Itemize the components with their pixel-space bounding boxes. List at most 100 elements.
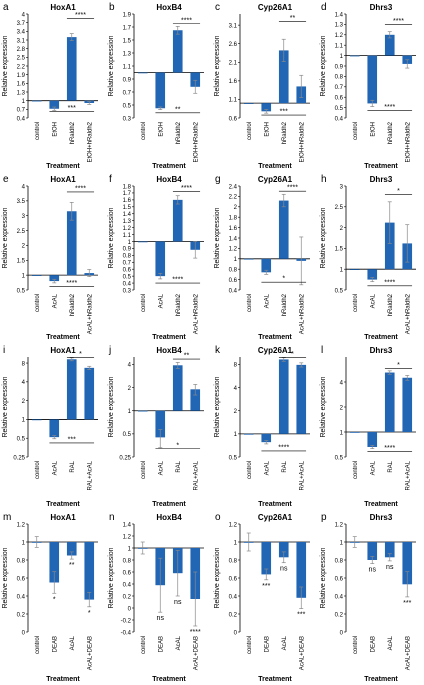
x-tick-label: AcAL <box>264 293 270 308</box>
y-axis-title: Relative expression <box>108 376 115 437</box>
x-axis-title: Treatment <box>46 163 80 170</box>
y-tick-label: 3.5 <box>17 199 26 205</box>
y-tick-label: 0.5 <box>123 103 132 109</box>
y-tick-label: 2.5 <box>335 205 344 211</box>
bar-EtOH <box>367 55 378 104</box>
x-axis-title: Treatment <box>364 501 398 508</box>
chart-title: HoxA1 <box>50 175 76 184</box>
x-tick-label: control <box>141 636 147 654</box>
y-tick-label: 4 <box>340 380 344 386</box>
y-tick-label: 0 <box>128 606 132 612</box>
x-tick-label: control <box>35 122 41 140</box>
chart-title: Cyp26A1 <box>258 513 293 522</box>
x-tick-label: AcAL <box>158 293 164 308</box>
panel-h: h Dhrs3 0.5 1 1.5 2 2.5 3 Relative expression con… <box>320 174 416 341</box>
y-tick-label: 0.25 <box>13 455 25 461</box>
y-tick-label: 1.6 <box>229 79 238 85</box>
bar-control <box>31 419 42 421</box>
x-tick-label: control <box>35 461 41 479</box>
x-tick-label: control <box>35 636 41 654</box>
significance-label: **** <box>278 444 289 451</box>
y-tick-label: 2 <box>234 205 238 211</box>
bar-EtOH <box>155 72 166 109</box>
y-tick-label: 4 <box>22 184 26 190</box>
x-tick-label: control <box>247 636 253 654</box>
chart-title: Dhrs3 <box>370 175 393 184</box>
x-tick-label: hRaldh2 <box>282 121 288 144</box>
y-tick-label: 0.7 <box>123 261 132 267</box>
bar-AcAL+DEAB <box>296 542 307 598</box>
bar-AcAL <box>367 269 378 280</box>
chart-title: Cyp26A1 <box>258 346 293 355</box>
y-tick-label: 0 <box>22 630 26 636</box>
y-tick-label: 1.9 <box>123 12 132 18</box>
significance-label: * <box>176 442 179 449</box>
y-tick-label: 1 <box>128 240 132 246</box>
x-axis-title: Treatment <box>258 334 292 341</box>
y-tick-label: 1.5 <box>17 259 26 265</box>
x-tick-label: control <box>353 294 359 312</box>
x-tick-label: control <box>353 461 359 479</box>
significance-label: **** <box>172 277 183 284</box>
chart-title: Dhrs3 <box>370 513 393 522</box>
x-tick-label: control <box>247 294 253 312</box>
panel-n: n HoxB4 -0.4 -0.2 0 0.2 0.4 0.6 0.8 1 1.2 1.4 Relati… <box>108 512 204 683</box>
x-tick-label: AcAL+hRaldh2 <box>193 293 199 334</box>
y-axis-title: Relative expression <box>320 547 327 608</box>
panel-letter: b <box>109 2 115 13</box>
y-tick-label: 1 <box>22 540 26 546</box>
y-tick-label: 1.6 <box>229 226 238 232</box>
y-axis-title: Relative expression <box>214 547 221 608</box>
panel-letter: p <box>321 512 327 523</box>
bar-control <box>31 275 42 276</box>
bar-hRaldh2 <box>66 211 77 276</box>
y-tick-label: 0.5 <box>229 455 238 461</box>
chart-title: Dhrs3 <box>370 346 393 355</box>
bar-control <box>137 410 148 412</box>
y-tick-label: 1.6 <box>17 82 26 88</box>
panel-letter: d <box>321 2 327 13</box>
y-tick-label: 1.2 <box>335 522 344 528</box>
y-tick-label: 3.1 <box>17 38 26 44</box>
significance-label: *** <box>297 612 305 619</box>
panel-letter: g <box>215 174 221 185</box>
x-tick-label: control <box>141 122 147 140</box>
bar-AcAL <box>261 258 272 273</box>
x-tick-label: AcAL <box>370 460 376 475</box>
y-tick-label: 0.5 <box>335 106 344 112</box>
x-tick-label: RAL <box>282 460 288 472</box>
y-tick-label: 1 <box>340 268 344 274</box>
significance-label: **** <box>75 185 86 192</box>
y-axis-title: Relative expression <box>214 35 221 96</box>
significance-label: * <box>79 351 82 358</box>
panel-letter: e <box>3 174 9 185</box>
y-tick-label: 1.1 <box>229 98 238 104</box>
bar-hRaldh2 <box>278 200 289 259</box>
significance-label: **** <box>190 629 201 636</box>
y-tick-label: 1 <box>340 540 344 546</box>
bar-AcAL <box>384 542 395 558</box>
y-tick-label: 1 <box>340 54 344 60</box>
y-tick-label: 2 <box>22 244 26 250</box>
y-tick-label: 0.9 <box>123 77 132 83</box>
significance-label: * <box>291 351 294 358</box>
y-tick-label: 0.8 <box>123 254 132 260</box>
y-tick-label: 1 <box>234 257 238 263</box>
significance-label: **** <box>66 280 77 287</box>
chart-title: HoxA1 <box>50 513 76 522</box>
y-tick-label: 4 <box>234 386 238 392</box>
significance-label: ns <box>369 567 377 574</box>
y-tick-label: 1 <box>22 273 26 279</box>
y-axis-title: Relative expression <box>214 207 221 268</box>
y-tick-label: 0.4 <box>17 594 26 600</box>
x-tick-label: hRaldh2 <box>70 293 76 316</box>
x-axis-title: Treatment <box>46 334 80 341</box>
y-axis-title: Relative expression <box>320 35 327 96</box>
x-tick-label: DEAB <box>370 636 376 652</box>
significance-label: ns <box>280 566 288 573</box>
significance-label: *** <box>403 600 411 607</box>
x-tick-label: DEAB <box>158 636 164 652</box>
significance-label: **** <box>287 185 298 192</box>
chart-title: HoxA1 <box>50 3 76 12</box>
y-tick-label: 2.2 <box>229 195 238 201</box>
